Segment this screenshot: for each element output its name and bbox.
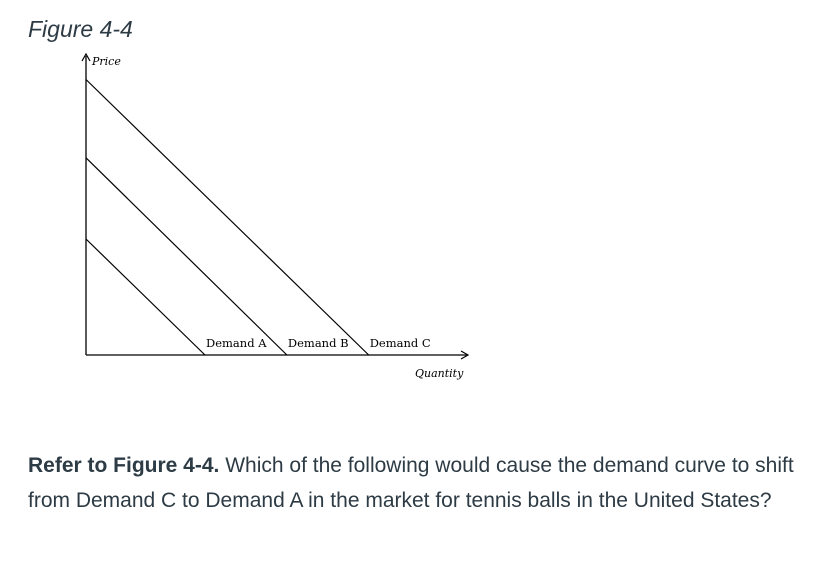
- question-text: Refer to Figure 4-4. Which of the follow…: [28, 448, 798, 518]
- x-axis-label: Quantity: [415, 367, 464, 380]
- series-label-demand-b: Demand B: [288, 336, 349, 350]
- series-label-demand-c: Demand C: [370, 336, 431, 350]
- demand-chart: Price Quantity Demand A Demand B Demand C: [81, 52, 470, 380]
- chart-axes: [81, 52, 470, 360]
- chart-labels: Price Quantity Demand A Demand B Demand C: [91, 55, 464, 380]
- series-label-demand-a: Demand A: [206, 336, 267, 350]
- chart-series: [85, 79, 370, 356]
- series-line-demand-b: [85, 157, 288, 356]
- figure-title: Figure 4-4: [28, 16, 133, 42]
- y-axis-label: Price: [91, 55, 121, 68]
- series-line-demand-c: [85, 79, 370, 356]
- y-axis-arrow: [81, 52, 91, 62]
- question-reference: Refer to Figure 4-4.: [28, 454, 220, 477]
- x-axis-arrow: [460, 350, 470, 360]
- question-body: Which of the following would cause the d…: [28, 454, 794, 512]
- series-line-demand-a: [85, 238, 206, 356]
